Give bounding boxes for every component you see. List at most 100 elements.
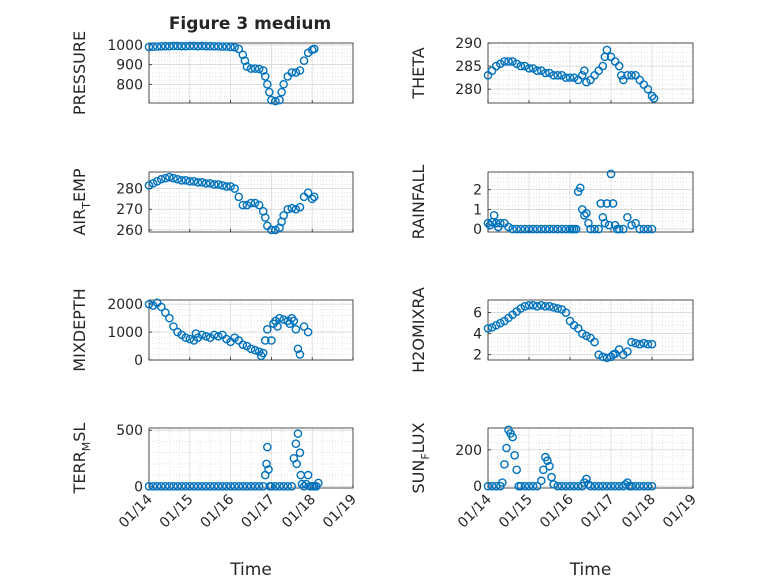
data-point [279,482,288,491]
axes-box [487,42,694,104]
data-point [291,204,301,214]
data-point [262,459,271,469]
data-point [181,482,191,491]
data-point [222,182,231,191]
data-point [596,199,606,208]
y-axis-label-subscript: M [80,442,93,452]
data-point [283,204,293,214]
data-point [580,210,589,220]
data-point [201,179,211,188]
data-point [250,482,260,491]
data-point [165,313,174,323]
data-point [600,218,610,228]
data-point [598,481,608,491]
data-point [185,334,195,344]
data-point [169,322,178,331]
data-point [309,192,319,202]
data-point [504,222,513,232]
data-series [483,425,657,491]
data-point [483,218,493,228]
y-tick-label: 280 [116,182,143,198]
data-point [148,42,158,52]
data-point [275,482,284,491]
data-point [580,66,589,75]
axes-box [148,427,354,489]
data-point [631,481,640,491]
data-point [214,482,223,491]
data-point [627,481,636,491]
data-point [545,224,554,234]
data-point [242,200,252,210]
data-point [260,72,270,81]
data-point [148,179,158,188]
axes-box [487,299,694,361]
data-point [528,224,538,234]
y-axis-label-subscript: T [80,202,93,210]
data-point [197,330,207,340]
data-point [205,41,215,51]
data-point [631,218,640,228]
y-axis-label: RAINFALL [409,165,428,240]
y-axis-label-main: TERR [70,451,89,494]
data-point [279,80,288,89]
data-point [242,482,252,491]
data-point [267,225,276,235]
y-tick-label: 200 [455,443,482,459]
data-point [586,481,595,491]
data-point [209,180,219,189]
data-point [516,304,526,313]
data-point [487,481,497,491]
data-point [520,302,530,311]
data-point [254,347,264,356]
data-point [602,199,612,208]
data-point [516,61,526,71]
data-point [643,224,653,234]
axes-box [148,171,354,233]
data-point [545,461,554,471]
y-axis-label: THETA [409,47,428,99]
data-point [254,482,264,491]
data-point [598,352,608,362]
data-point [639,224,649,234]
data-point [549,480,558,489]
data-point [287,203,297,213]
data-point [181,333,191,342]
data-point [565,481,575,491]
data-point [495,218,505,228]
data-point [639,481,649,491]
data-point [189,177,199,186]
data-point [594,481,604,491]
data-point [209,482,219,491]
data-point [197,41,207,51]
data-point [647,224,657,234]
data-point [504,57,513,66]
data-point [218,482,227,491]
data-point [156,42,166,51]
data-point [238,482,248,491]
data-point [185,41,195,51]
data-point [516,224,526,234]
grid [148,428,354,488]
data-point [495,318,505,328]
data-series [144,429,323,491]
data-point [246,344,256,354]
data-point [553,304,563,313]
data-point [606,169,616,179]
data-point [614,224,624,234]
data-point [201,41,211,51]
y-tick-label: 800 [116,77,143,93]
x-axis-label: Time [569,560,612,580]
data-point [144,482,154,491]
y-axis-label-rest: SL [70,423,89,442]
data-point [209,42,219,51]
y-axis-label-subscript: F [419,453,432,459]
data-point [267,336,276,345]
data-point [582,209,591,218]
data-point [230,184,239,193]
y-tick-label: 2000 [107,297,143,313]
data-point [293,344,303,354]
data-point [635,481,645,491]
data-point [573,481,583,491]
data-point [177,175,186,185]
data-point [144,299,154,309]
